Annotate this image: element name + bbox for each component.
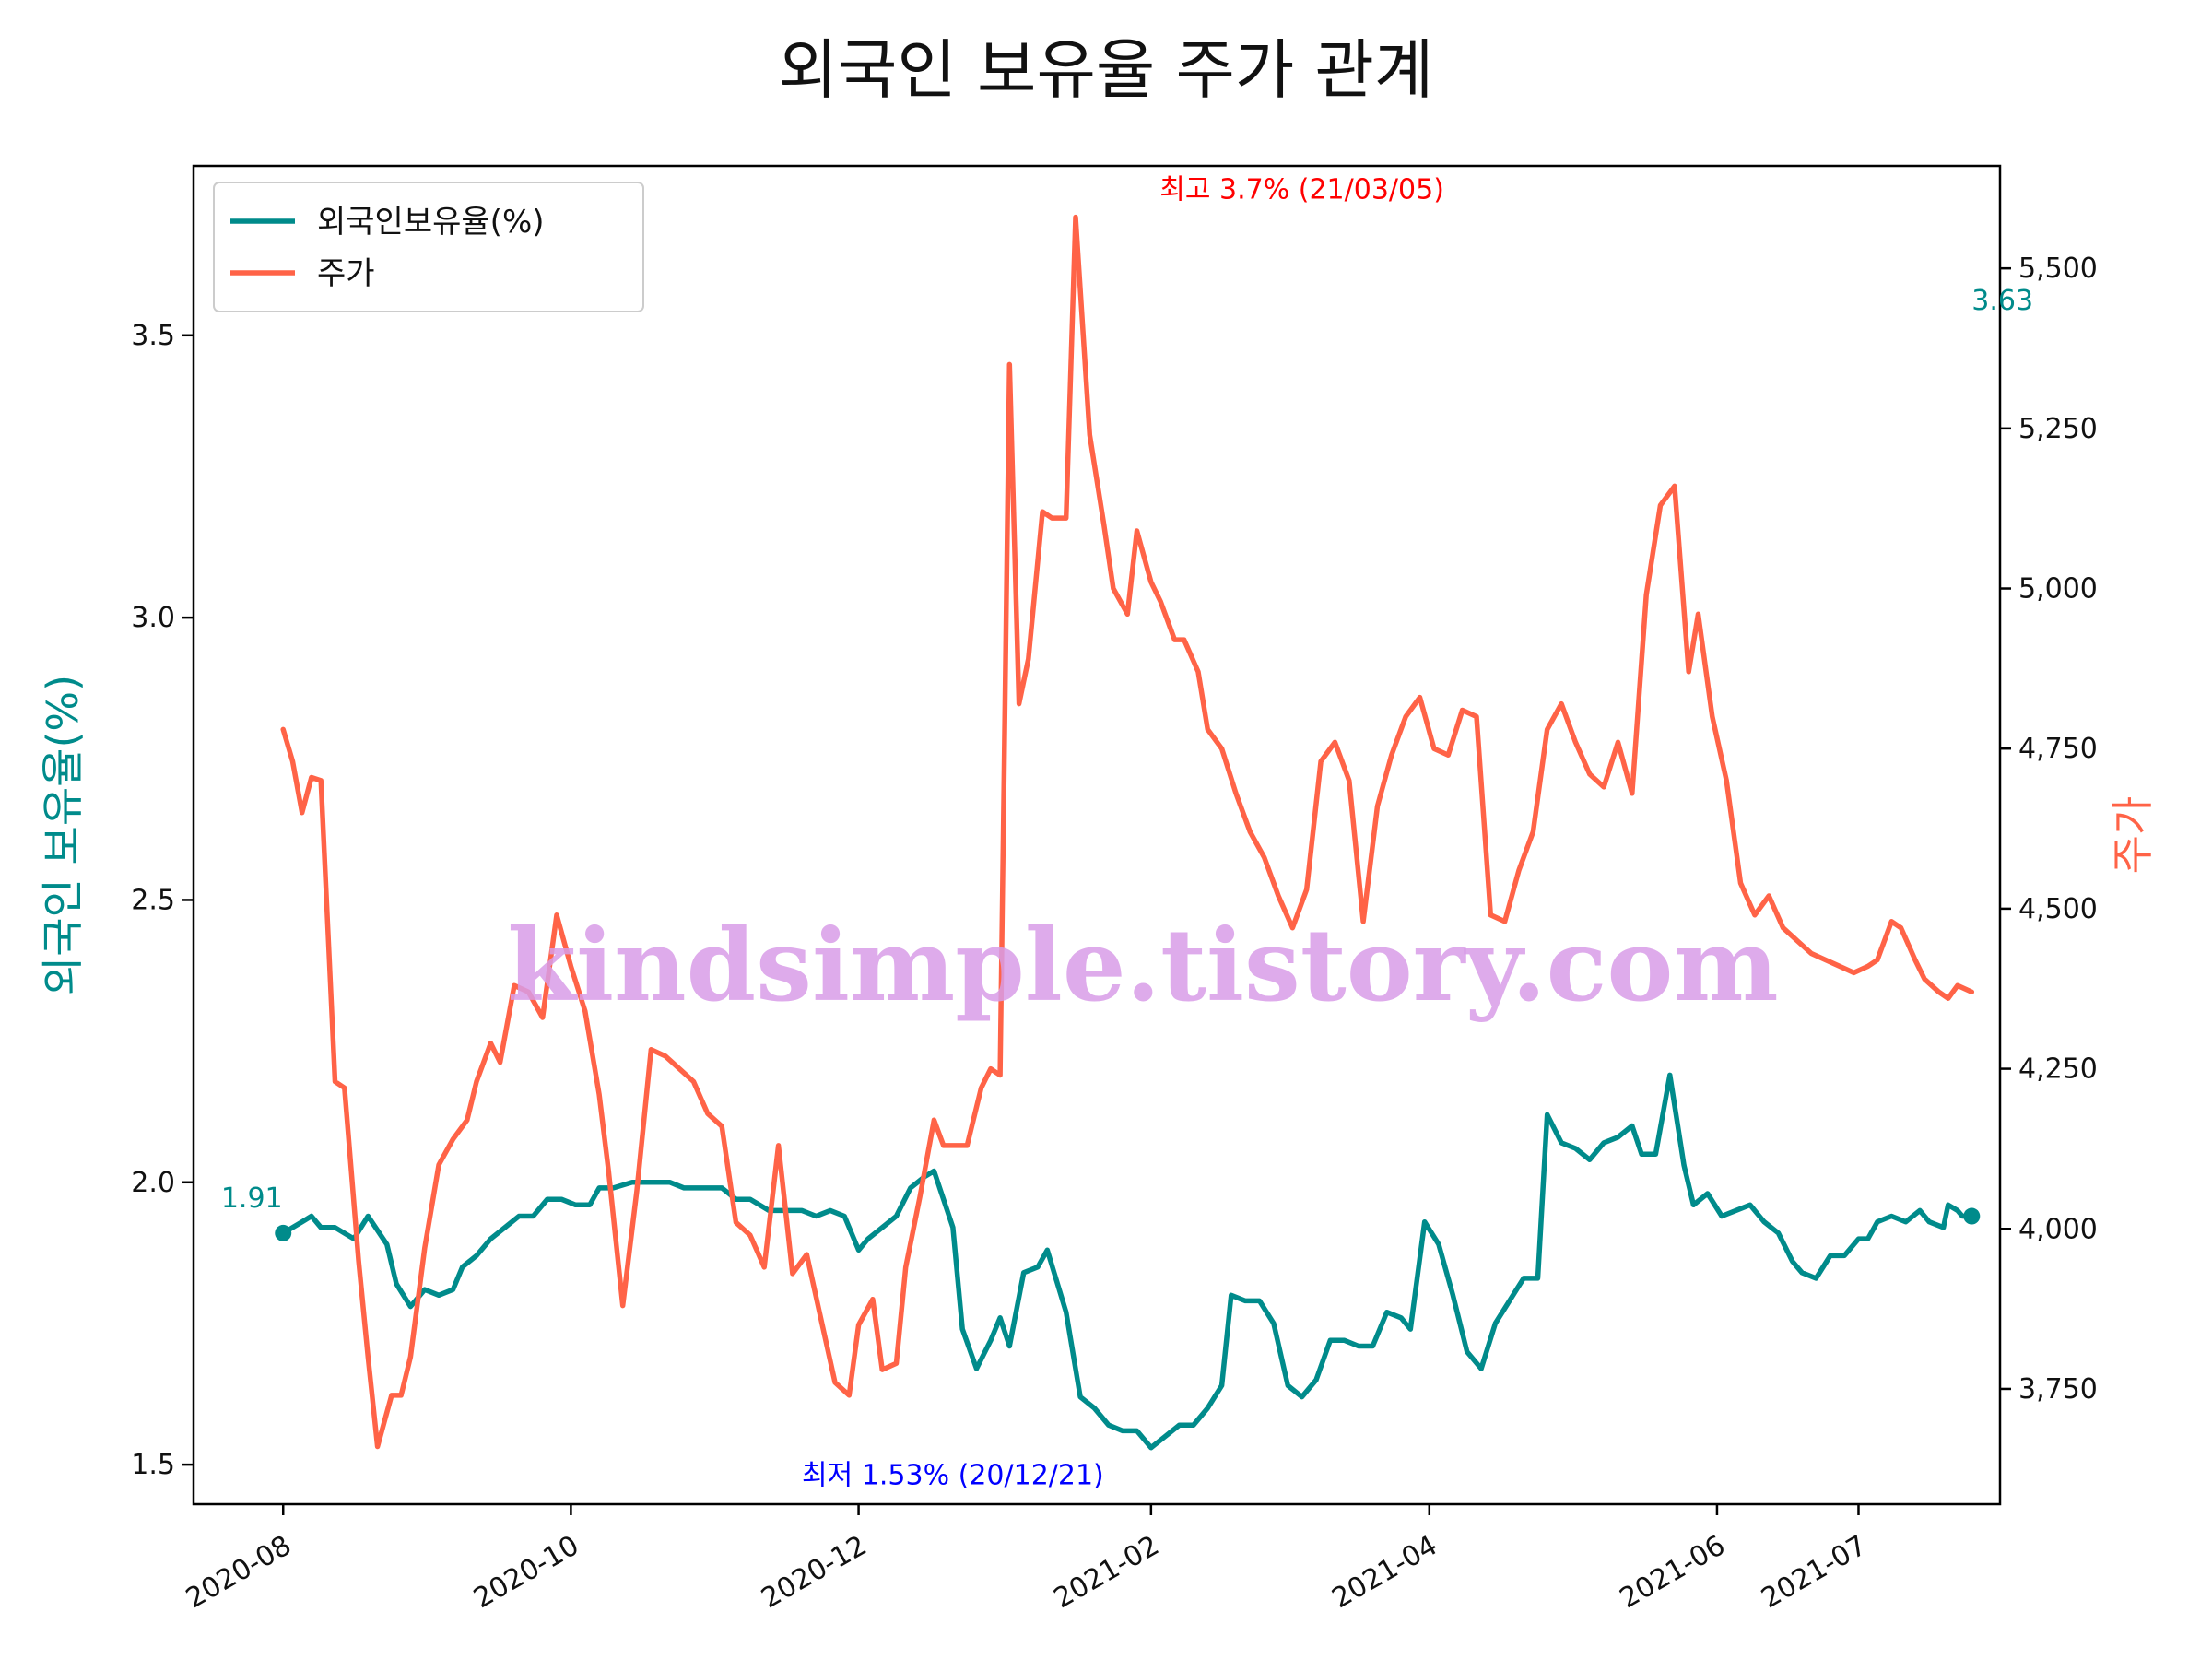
end-marker: [1963, 1207, 1981, 1225]
y-right-tick-label-5-000: 5,000: [2018, 573, 2098, 606]
annotations: 1.91 3.63 최저 1.53% (20/12/21) 최고 3.7% (21/0…: [221, 173, 2033, 1491]
start-marker: [275, 1224, 292, 1241]
max-annotation: 최고 3.7% (21/03/05): [1159, 173, 1444, 206]
y-right-tick-label-4-250: 4,250: [2018, 1053, 2098, 1086]
y-left-tick-label-2-5: 2.5: [131, 884, 175, 916]
y-right-tick-label-4-000: 4,000: [2018, 1213, 2098, 1245]
legend-label-foreign-ratio: 외국인보유율(%): [317, 204, 545, 241]
y-right-tick-label-3-750: 3,750: [2018, 1373, 2098, 1406]
chart-title: 외국인 보유율 주가 관계: [779, 32, 1434, 108]
legend-box: [213, 182, 644, 312]
y-left-tick-label-1-5: 1.5: [131, 1449, 175, 1481]
y-left-tick-label-2-0: 2.0: [131, 1167, 175, 1199]
min-annotation: 최저 1.53% (20/12/21): [802, 1460, 1104, 1492]
plot-lines: [280, 214, 1975, 1451]
y-axis-left: 1.5 2.0 2.5 3.0 3.5: [131, 320, 194, 1481]
y-left-tick-label-3-0: 3.0: [131, 602, 175, 634]
watermark: kindsimple.tistory.com: [507, 908, 1778, 1024]
start-value-label: 1.91: [221, 1182, 283, 1215]
legend: 외국인보유율(%) 주가: [213, 182, 644, 312]
y-right-tick-label-4-750: 4,750: [2018, 733, 2098, 765]
y-axis-right: 3,750 4,000 4,250 4,500 4,750 5,000 5,250 5,500: [2000, 253, 2098, 1406]
y-right-tick-label-5-500: 5,500: [2018, 253, 2098, 285]
legend-label-stock-price: 주가: [317, 255, 375, 292]
y-right-tick-label-5-250: 5,250: [2018, 413, 2098, 445]
y-left-tick-label-3-5: 3.5: [131, 320, 175, 352]
end-value-label: 3.63: [1971, 285, 2033, 317]
y-axis-left-label: 외국인 보유율(%): [38, 675, 88, 995]
y-axis-right-label: 주가: [2108, 796, 2158, 875]
plot-frame: [192, 164, 2002, 1506]
series-line-foreign-ratio: [280, 1072, 1975, 1451]
series-line-stock-price: [280, 214, 1975, 1450]
y-right-tick-label-4-500: 4,500: [2018, 893, 2098, 925]
